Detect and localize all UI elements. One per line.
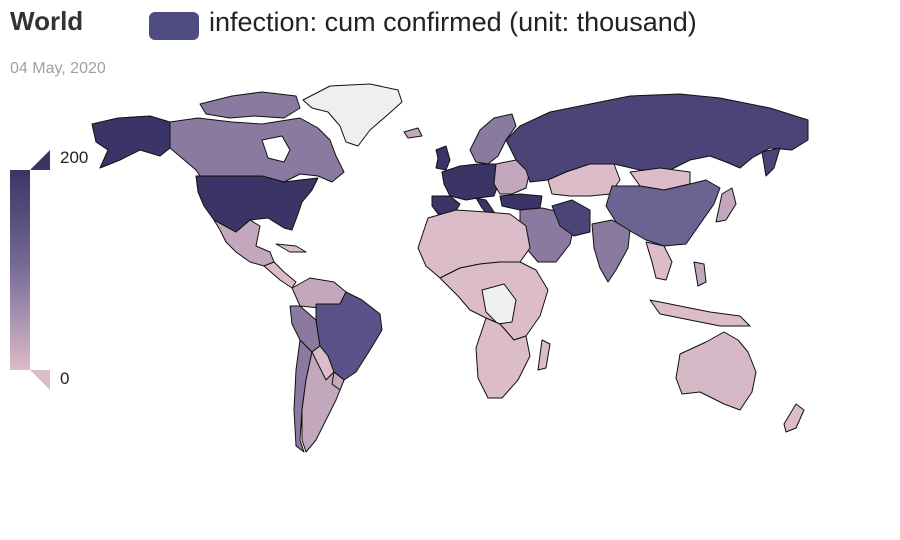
scale-min-label: 0 [60,369,70,388]
region-united-states[interactable] [195,175,319,233]
region-central-america[interactable] [263,261,297,289]
map-title: World [10,6,84,36]
region-indonesia[interactable] [649,299,751,327]
region-uk[interactable] [435,145,451,171]
region-mexico[interactable] [213,219,275,267]
region-china[interactable] [605,179,721,247]
region-drc[interactable] [481,283,517,325]
region-japan[interactable] [715,187,737,223]
legend-label[interactable]: infection: cum confirmed (unit: thousand… [209,7,697,37]
visual-map-handle-max[interactable] [30,150,50,170]
water-hudson-bay [261,135,291,163]
region-iceland[interactable] [403,127,423,139]
region-southern-africa[interactable] [475,317,531,399]
map-date: 04 May, 2020 [10,60,106,77]
region-philippines[interactable] [693,261,707,287]
region-new-zealand[interactable] [783,403,805,433]
region-turkey[interactable] [499,193,543,211]
region-russia-east[interactable] [761,147,781,177]
region-greenland[interactable] [302,83,403,147]
visual-map-handle-min[interactable] [30,370,50,390]
region-uruguay[interactable] [331,371,345,391]
region-australia[interactable] [675,331,757,411]
visual-map-bar [10,170,30,370]
region-western-europe[interactable] [441,163,501,201]
region-alaska[interactable] [91,115,171,169]
region-canada[interactable] [169,117,345,183]
region-india[interactable] [591,219,631,283]
region-southeast-asia[interactable] [645,241,673,281]
legend-swatch[interactable] [149,12,199,40]
region-canada-islands[interactable] [199,91,301,119]
region-iran[interactable] [551,199,591,237]
region-madagascar[interactable] [537,339,551,371]
scale-max-label: 200 [60,148,89,167]
region-scandinavia[interactable] [469,113,517,165]
region-caribbean[interactable] [275,243,307,253]
